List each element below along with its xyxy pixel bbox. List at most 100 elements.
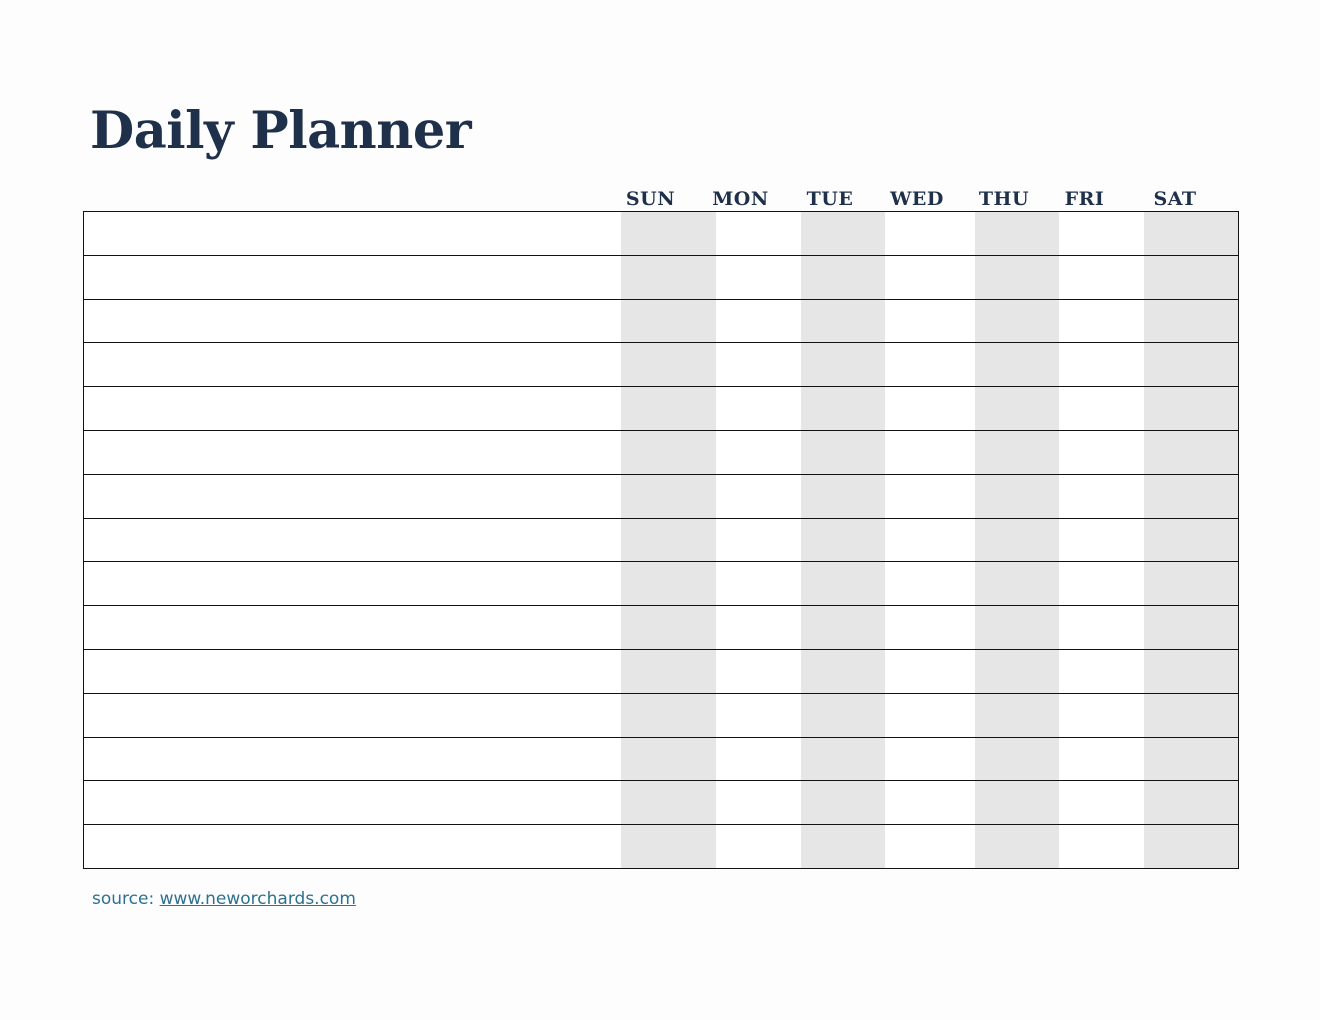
day-cell-wed: [885, 387, 975, 430]
planner-row: [84, 648, 1238, 693]
task-cell: [84, 825, 621, 868]
planner-row: [84, 342, 1238, 387]
day-cell-sat: [1144, 343, 1238, 387]
day-cell-wed: [885, 519, 975, 562]
planner-row: [84, 780, 1238, 825]
day-cell-thu: [975, 781, 1059, 825]
day-cell-sat: [1144, 430, 1238, 474]
task-cell: [84, 431, 621, 474]
day-header-tue: TUE: [801, 188, 885, 210]
day-cell-fri: [1059, 212, 1144, 255]
day-cell-sun: [621, 693, 716, 737]
task-cell: [84, 300, 621, 343]
task-cell: [84, 212, 621, 255]
task-cell: [84, 256, 621, 299]
day-cell-thu: [975, 255, 1059, 299]
day-cell-fri: [1059, 650, 1144, 693]
day-cell-sun: [621, 299, 716, 343]
day-cell-fri: [1059, 562, 1144, 605]
day-cell-wed: [885, 343, 975, 386]
day-cell-wed: [885, 475, 975, 518]
day-cell-sun: [621, 606, 716, 649]
day-cell-tue: [801, 212, 885, 255]
day-cell-sun: [621, 518, 716, 562]
day-cell-mon: [716, 387, 801, 430]
source-line: source: www.neworchards.com: [92, 888, 356, 910]
task-cell: [84, 475, 621, 518]
day-cell-sat: [1144, 387, 1238, 430]
day-cell-tue: [801, 474, 885, 518]
planner-row: [84, 517, 1238, 562]
day-header-label: WED: [890, 188, 944, 210]
planner-row: [84, 561, 1238, 606]
day-header-label: THU: [978, 188, 1030, 210]
day-cell-sat: [1144, 825, 1238, 868]
day-cell-sat: [1144, 649, 1238, 693]
day-cell-mon: [716, 212, 801, 255]
day-cell-tue: [801, 343, 885, 387]
day-header-label: MON: [712, 188, 769, 210]
day-cell-tue: [801, 299, 885, 343]
day-header-wed: WED: [885, 188, 975, 210]
day-cell-mon: [716, 300, 801, 343]
day-cell-sun: [621, 474, 716, 518]
day-cell-wed: [885, 562, 975, 605]
day-cell-tue: [801, 649, 885, 693]
day-cell-sat: [1144, 781, 1238, 825]
day-cell-wed: [885, 694, 975, 737]
day-cell-wed: [885, 300, 975, 343]
day-header-label: SUN: [625, 188, 676, 210]
day-cell-tue: [801, 825, 885, 868]
day-cell-tue: [801, 387, 885, 430]
day-cell-tue: [801, 781, 885, 825]
day-cell-sun: [621, 255, 716, 299]
day-cell-wed: [885, 212, 975, 255]
task-cell: [84, 606, 621, 649]
day-cell-fri: [1059, 343, 1144, 386]
day-cell-thu: [975, 737, 1059, 781]
day-cell-mon: [716, 694, 801, 737]
day-cell-fri: [1059, 781, 1144, 824]
day-cell-thu: [975, 693, 1059, 737]
day-cell-wed: [885, 606, 975, 649]
day-cell-thu: [975, 649, 1059, 693]
day-cell-mon: [716, 738, 801, 781]
day-cell-fri: [1059, 300, 1144, 343]
day-cell-wed: [885, 738, 975, 781]
day-cell-wed: [885, 825, 975, 868]
day-cell-sat: [1144, 562, 1238, 606]
day-cell-fri: [1059, 431, 1144, 474]
day-cell-fri: [1059, 606, 1144, 649]
planner-row: [84, 298, 1238, 343]
day-cell-sun: [621, 562, 716, 606]
day-cell-sat: [1144, 606, 1238, 649]
planner-row: [84, 824, 1238, 868]
planner-row: [84, 692, 1238, 737]
planner-row: [84, 473, 1238, 518]
day-header-label: SAT: [1153, 188, 1197, 210]
day-cell-fri: [1059, 738, 1144, 781]
planner-row: [84, 386, 1238, 430]
day-cell-fri: [1059, 825, 1144, 868]
day-cell-wed: [885, 650, 975, 693]
day-cell-sat: [1144, 255, 1238, 299]
day-cell-mon: [716, 562, 801, 605]
day-cell-mon: [716, 781, 801, 824]
planner-row: [84, 429, 1238, 474]
source-link[interactable]: www.neworchards.com: [159, 889, 356, 909]
day-cell-sat: [1144, 693, 1238, 737]
day-cell-tue: [801, 430, 885, 474]
day-header-row: SUN MON TUE WED THU FRI SAT: [83, 186, 1239, 210]
day-cell-thu: [975, 562, 1059, 606]
day-cell-sun: [621, 781, 716, 825]
day-cell-fri: [1059, 519, 1144, 562]
day-cell-tue: [801, 562, 885, 606]
day-cell-thu: [975, 825, 1059, 868]
day-cell-thu: [975, 474, 1059, 518]
page-title: Daily Planner: [90, 101, 472, 161]
day-cell-mon: [716, 343, 801, 386]
planner-row: [84, 254, 1238, 299]
task-cell: [84, 387, 621, 430]
day-cell-tue: [801, 737, 885, 781]
day-cell-sat: [1144, 518, 1238, 562]
